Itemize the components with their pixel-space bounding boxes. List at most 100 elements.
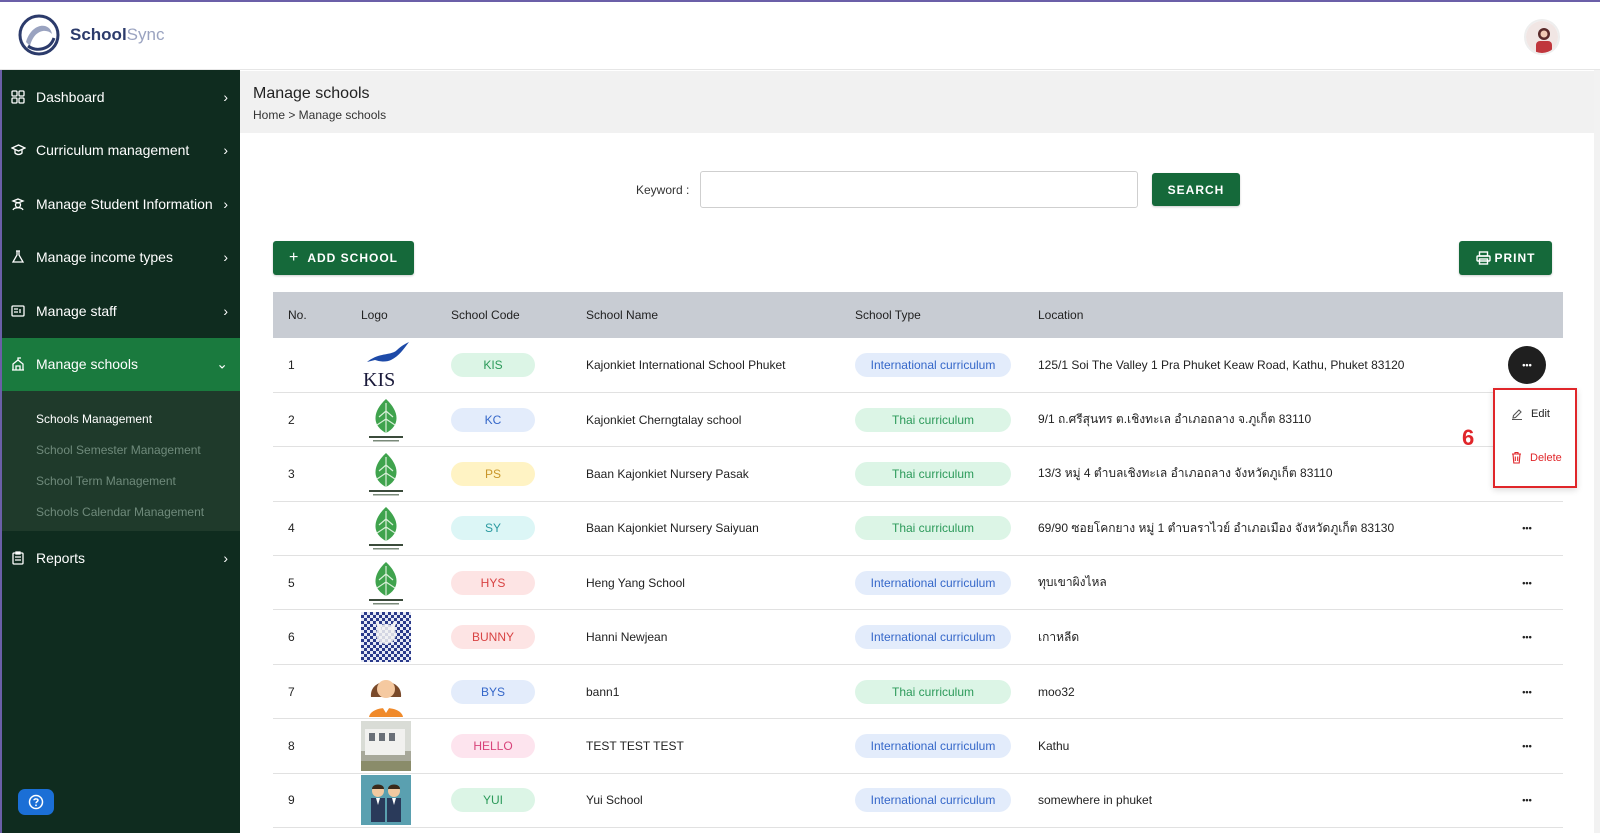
more-actions-icon[interactable]: ••• [1522, 740, 1532, 751]
sidebar-item-label: Manage income types [36, 249, 173, 266]
printer-icon [1475, 251, 1491, 265]
more-actions-icon[interactable]: ••• [1522, 795, 1532, 806]
sidebar-item-label: Manage schools [36, 356, 138, 373]
school-code-badge: HYS [451, 570, 535, 595]
school-type-badge: International curriculum [855, 352, 1011, 377]
school-logo [361, 446, 451, 502]
school-type-cell: Thai curriculum [855, 501, 1038, 557]
keyword-input[interactable] [700, 171, 1138, 208]
add-school-button[interactable]: + ADD SCHOOL [273, 241, 414, 275]
school-location: เกาหลีด [1038, 609, 1508, 665]
more-actions-icon[interactable]: ••• [1508, 345, 1546, 384]
school-type-cell: International curriculum [855, 718, 1038, 774]
subnav-schools-calendar-management[interactable]: Schools Calendar Management [36, 504, 205, 519]
school-code-cell: KIS [451, 338, 586, 393]
breadcrumb: Home > Manage schools [253, 108, 387, 122]
school-type-cell: International curriculum [855, 555, 1038, 611]
row-number: 8 [273, 718, 361, 774]
sidebar-item-student-info[interactable]: Manage Student Information › [2, 177, 240, 231]
school-logo [361, 501, 451, 557]
building-photo [361, 720, 411, 771]
school-logo [361, 609, 451, 665]
school-type-cell: International curriculum [855, 338, 1038, 393]
chevron-right-icon: › [223, 549, 228, 566]
row-actions-cell: ••• [1508, 501, 1563, 557]
table-row: 2 KC Kajonkiet Cherngtalay school Thai curr… [273, 392, 1563, 448]
school-name: bann1 [586, 664, 855, 720]
sidebar-item-label: Curriculum management [36, 142, 190, 159]
school-logo [361, 664, 451, 720]
school-type-badge: Thai curriculum [855, 679, 1011, 704]
step-annotation: 6 [1462, 425, 1475, 450]
sidebar-item-manage-schools[interactable]: Manage schools ⌄ [2, 337, 240, 391]
sidebar-item-dashboard[interactable]: Dashboard › [2, 70, 240, 124]
more-actions-icon[interactable]: ••• [1522, 632, 1532, 643]
more-actions-icon[interactable]: ••• [1522, 523, 1532, 534]
scrollbar[interactable] [1594, 70, 1600, 833]
school-type-cell: Thai curriculum [855, 392, 1038, 448]
school-location: 13/3 หมู่ 4 ตำบลเชิงทะเล อำเภอถลาง จังหว… [1038, 446, 1508, 502]
svg-text:KIS: KIS [363, 369, 395, 390]
school-location: 69/90 ซอยโคกยาง หมู่ 1 ตำบลราไวย์ อำเภอเ… [1038, 501, 1508, 557]
subnav-schools-management[interactable]: Schools Management [36, 411, 153, 426]
table-row: 4 SY Baan Kajonkiet Nursery Saiyuan Thai cu… [273, 501, 1563, 557]
schoolsync-logo-icon [18, 14, 60, 56]
delete-label: Delete [1530, 451, 1562, 464]
sidebar-item-reports[interactable]: Reports › [2, 531, 240, 585]
brand[interactable]: SchoolSync [16, 12, 164, 58]
student-icon [10, 196, 26, 212]
subnav-school-semester-management[interactable]: School Semester Management [36, 442, 201, 457]
more-actions-icon[interactable]: ••• [1522, 686, 1532, 697]
chevron-right-icon: › [223, 195, 228, 212]
row-number: 6 [273, 609, 361, 665]
id-card-icon [10, 303, 26, 319]
print-button[interactable]: PRINT [1459, 241, 1552, 275]
school-logo [361, 392, 451, 448]
school-type-cell: Thai curriculum [855, 446, 1038, 502]
leaf-logo [361, 503, 411, 553]
row-actions-cell: ••• [1508, 338, 1563, 393]
row-number: 2 [273, 392, 361, 448]
search-button[interactable]: SEARCH [1152, 173, 1240, 206]
edit-menu-item[interactable]: Edit [1511, 408, 1550, 420]
col-header-school-code: School Code [451, 292, 586, 338]
school-code-badge: HELLO [451, 733, 535, 758]
subnav-school-term-management[interactable]: School Term Management [36, 473, 176, 488]
school-code-cell: KC [451, 392, 586, 448]
sidebar-item-manage-staff[interactable]: Manage staff › [2, 284, 240, 338]
school-code-badge: KC [451, 407, 535, 432]
row-actions-cell: ••• [1508, 609, 1563, 665]
page-title: Manage schools [253, 85, 370, 102]
row-actions-cell: ••• [1508, 773, 1563, 829]
trash-icon [1511, 451, 1522, 464]
delete-menu-item[interactable]: Delete [1511, 451, 1562, 464]
bunny-photo [361, 612, 411, 663]
school-logo [361, 773, 451, 829]
more-actions-icon[interactable]: ••• [1522, 577, 1532, 588]
woman-avatar [361, 666, 411, 717]
school-name: Kajonkiet Cherngtalay school [586, 392, 855, 448]
table-row: 5 HYS Heng Yang School International curric… [273, 555, 1563, 611]
school-code-cell: YUI [451, 773, 586, 829]
school-name: Baan Kajonkiet Nursery Pasak [586, 446, 855, 502]
school-location: Kathu [1038, 718, 1508, 774]
school-logo [361, 718, 451, 774]
chevron-right-icon: › [223, 142, 228, 159]
table-header-row: No. Logo School Code School Name School … [273, 292, 1563, 338]
school-code-cell: BUNNY [451, 609, 586, 665]
user-avatar[interactable] [1524, 19, 1560, 55]
sidebar-item-curriculum[interactable]: Curriculum management › [2, 124, 240, 178]
user-avatar-icon [1526, 21, 1558, 53]
chevron-down-icon: ⌄ [216, 355, 228, 372]
sidebar-item-label: Manage Student Information [36, 195, 213, 212]
two-men-avatar [361, 775, 411, 826]
clipboard-icon [10, 550, 26, 566]
school-type-badge: International curriculum [855, 625, 1011, 650]
school-location: moo32 [1038, 664, 1508, 720]
sidebar-item-income-types[interactable]: Manage income types › [2, 231, 240, 285]
school-name: Hanni Newjean [586, 609, 855, 665]
row-number: 4 [273, 501, 361, 557]
table-row: 3 PS Baan Kajonkiet Nursery Pasak Thai curr… [273, 446, 1563, 502]
top-bar: SchoolSync [0, 0, 1600, 70]
help-button[interactable] [18, 789, 54, 815]
